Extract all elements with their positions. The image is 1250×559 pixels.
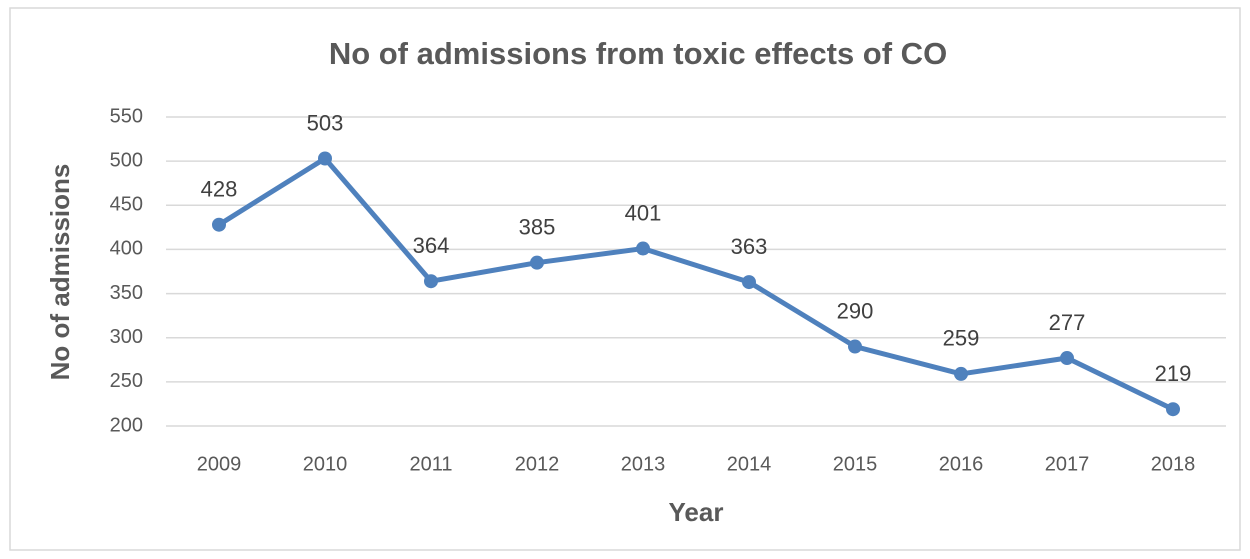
data-point [1166,402,1180,417]
y-tick-label: 300 [110,326,143,348]
x-tick-label: 2011 [409,453,452,475]
y-axis-label: No of admissions [45,164,75,381]
data-point [212,217,226,232]
x-tick-label: 2016 [939,453,984,475]
chart-title: No of admissions from toxic effects of C… [329,36,947,71]
data-label: 363 [731,234,768,259]
data-label: 219 [1155,361,1192,386]
data-point [530,255,544,270]
y-tick-label: 450 [110,194,143,216]
chart-border [9,7,1241,551]
x-tick-label: 2013 [621,453,666,475]
y-tick-label: 550 [110,105,143,127]
x-tick-label: 2015 [833,453,878,475]
data-label: 428 [201,177,238,202]
x-tick-label: 2010 [303,453,348,475]
x-tick-label: 2012 [515,453,560,475]
data-line [217,155,1175,412]
x-tick-label: 2014 [727,453,772,475]
data-point [424,274,438,289]
y-tick-label: 200 [110,414,143,436]
data-point [742,275,756,290]
x-tick-label: 2017 [1045,453,1090,475]
y-tick-label: 400 [110,238,143,260]
data-label: 277 [1049,310,1086,335]
data-label: 385 [519,214,556,239]
data-point [636,241,650,256]
data-label: 259 [943,326,980,351]
data-label: 401 [625,200,662,225]
x-tick-label: 2018 [1151,453,1196,475]
data-point [954,366,968,381]
y-tick-label: 350 [110,282,143,304]
x-axis-label: Year [669,497,724,527]
x-tick-label: 2009 [197,453,242,475]
data-point [318,151,332,166]
data-label: 503 [307,110,344,135]
data-label: 290 [837,298,874,323]
data-label: 364 [413,233,450,258]
y-tick-label: 250 [110,370,143,392]
data-point [848,339,862,354]
y-tick-label: 500 [110,149,143,171]
data-point [1060,351,1074,366]
